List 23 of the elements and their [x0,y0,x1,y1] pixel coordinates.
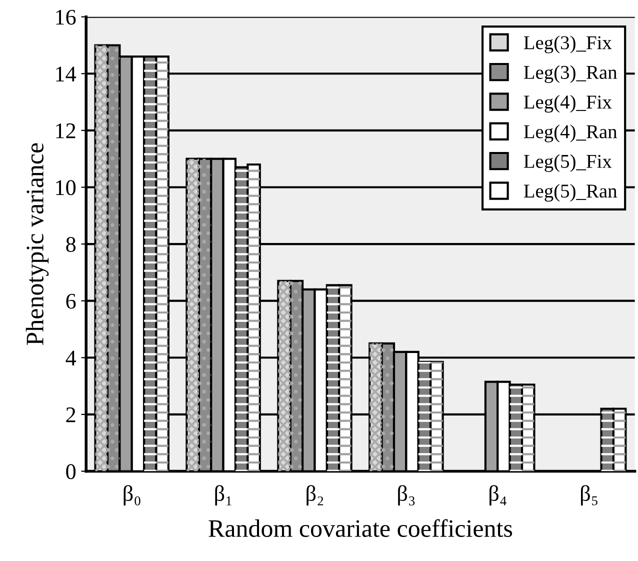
legend-label: Leg(5)_Ran [524,184,618,202]
y-tick-label: 2 [66,407,76,422]
y-tick-label: 10 [56,180,76,196]
legend-label: Leg(4)_Ran [524,124,618,142]
x-tick-label: β₁ [215,485,232,506]
y-tick-label: 16 [56,10,76,25]
x-tick-label: β₃ [398,485,415,506]
legend-label: Leg(4)_Fix [524,94,612,113]
y-tick-label: 4 [66,350,76,366]
y-tick-label: 12 [56,123,76,138]
x-tick-label: β₀ [124,485,140,506]
legend-label: Leg(3)_Ran [524,65,618,83]
x-tick-label: β₄ [490,485,506,506]
y-tick-label: 8 [66,236,76,252]
y-tick-label: 0 [66,464,76,480]
y-axis-title: Phenotypic variance [26,143,49,346]
y-tick-label: 14 [56,66,76,82]
x-tick-label: β₅ [580,485,598,506]
legend-label: Leg(5)_Fix [524,154,612,172]
x-axis-title: Random covariate coefficients [208,519,512,537]
legend-label: Leg(3)_Fix [524,36,612,54]
y-tick-label: 6 [66,294,76,309]
x-tick-label: β₂ [306,485,324,506]
